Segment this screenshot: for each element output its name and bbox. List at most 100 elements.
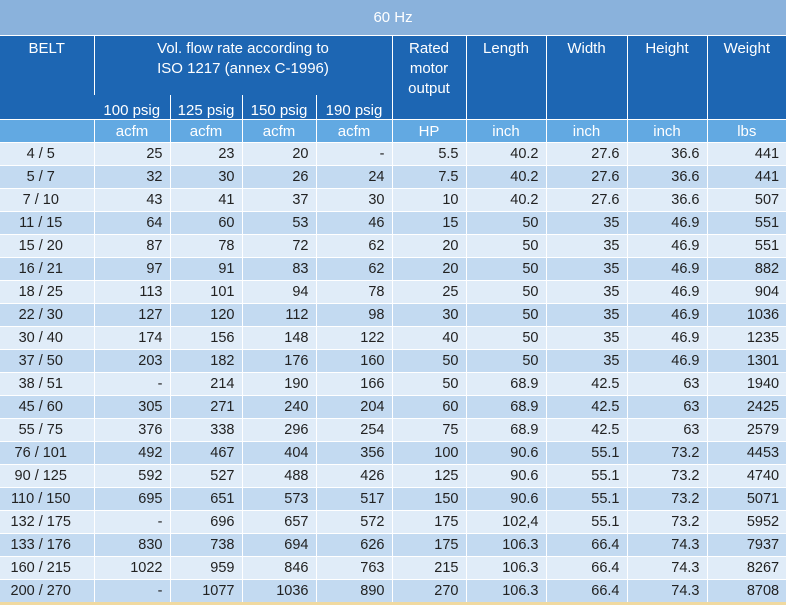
- value-cell: 50: [465, 303, 546, 327]
- value-cell: 64: [93, 211, 170, 235]
- value-cell: 23: [169, 142, 242, 166]
- value-cell: 5071: [706, 487, 786, 511]
- table-row: 22 / 30 127 120 112 98 30 50 35 46.9 1036: [0, 303, 786, 327]
- value-cell: 738: [169, 533, 242, 557]
- value-cell: 60: [391, 395, 466, 419]
- value-cell: 204: [315, 395, 392, 419]
- value-cell: 106.3: [465, 556, 546, 580]
- value-cell: 592: [93, 464, 170, 488]
- belt-cell: 22 / 30: [0, 303, 94, 327]
- value-cell: 101: [169, 280, 242, 304]
- value-cell: 78: [169, 234, 242, 258]
- value-cell: 55.1: [545, 487, 627, 511]
- value-cell: 41: [169, 188, 242, 212]
- value-cell: 695: [93, 487, 170, 511]
- value-cell: 83: [241, 257, 316, 281]
- value-cell: 20: [391, 257, 466, 281]
- value-cell: 296: [241, 418, 316, 442]
- value-cell: 882: [706, 257, 786, 281]
- value-cell: 215: [391, 556, 466, 580]
- value-cell: 40.2: [465, 165, 546, 189]
- value-cell: 25: [93, 142, 170, 166]
- value-cell: 1036: [706, 303, 786, 327]
- value-cell: 90.6: [465, 487, 546, 511]
- belt-cell: 15 / 20: [0, 234, 94, 258]
- value-cell: 305: [93, 395, 170, 419]
- value-cell: 35: [545, 234, 627, 258]
- value-cell: 8267: [706, 556, 786, 580]
- pressure-header-150: 150 psig: [241, 95, 316, 120]
- value-cell: 127: [93, 303, 170, 327]
- value-cell: 75: [391, 418, 466, 442]
- value-cell: 53: [241, 211, 316, 235]
- value-cell: 30: [391, 303, 466, 327]
- value-cell: 37: [241, 188, 316, 212]
- value-cell: 270: [391, 579, 466, 602]
- value-cell: 7937: [706, 533, 786, 557]
- value-cell: 50: [391, 349, 466, 373]
- table-row: 110 / 150 695 651 573 517 150 90.6 55.1 73.2 5071: [0, 487, 786, 511]
- value-cell: 74.3: [626, 533, 707, 557]
- value-cell: 271: [169, 395, 242, 419]
- value-cell: 7.5: [391, 165, 466, 189]
- unit-cell: inch: [626, 119, 707, 143]
- value-cell: 62: [315, 257, 392, 281]
- value-cell: 467: [169, 441, 242, 465]
- value-cell: 91: [169, 257, 242, 281]
- value-cell: 100: [391, 441, 466, 465]
- table-row: 11 / 15 64 60 53 46 15 50 35 46.9 551: [0, 211, 786, 235]
- table-row: 160 / 215 1022 959 846 763 215 106.3 66.4 74.3 82…: [0, 556, 786, 580]
- value-cell: 176: [241, 349, 316, 373]
- value-cell: 148: [241, 326, 316, 350]
- value-cell: 113: [93, 280, 170, 304]
- value-cell: 1077: [169, 579, 242, 602]
- value-cell: 527: [169, 464, 242, 488]
- value-cell: 63: [626, 418, 707, 442]
- belt-cell: 16 / 21: [0, 257, 94, 281]
- value-cell: 42.5: [545, 395, 627, 419]
- value-cell: 763: [315, 556, 392, 580]
- value-cell: 106.3: [465, 533, 546, 557]
- value-cell: 182: [169, 349, 242, 373]
- pressure-header-125: 125 psig: [169, 95, 242, 120]
- unit-cell: inch: [545, 119, 627, 143]
- value-cell: 150: [391, 487, 466, 511]
- value-cell: 68.9: [465, 395, 546, 419]
- value-cell: 27.6: [545, 142, 627, 166]
- value-cell: 50: [391, 372, 466, 396]
- value-cell: 166: [315, 372, 392, 396]
- belt-cell: 45 / 60: [0, 395, 94, 419]
- value-cell: 175: [391, 510, 466, 534]
- value-cell: 657: [241, 510, 316, 534]
- value-cell: 4740: [706, 464, 786, 488]
- table-row: 55 / 75 376 338 296 254 75 68.9 42.5 63 2579: [0, 418, 786, 442]
- rated-header-line1: Rated: [408, 40, 450, 57]
- value-cell: 94: [241, 280, 316, 304]
- value-cell: 626: [315, 533, 392, 557]
- value-cell: 2579: [706, 418, 786, 442]
- belt-cell: 110 / 150: [0, 487, 94, 511]
- value-cell: 68.9: [465, 418, 546, 442]
- value-cell: 959: [169, 556, 242, 580]
- value-cell: 90.6: [465, 464, 546, 488]
- value-cell: 72: [241, 234, 316, 258]
- value-cell: 551: [706, 234, 786, 258]
- value-cell: 2425: [706, 395, 786, 419]
- value-cell: 1022: [93, 556, 170, 580]
- value-cell: 46: [315, 211, 392, 235]
- belt-cell: 160 / 215: [0, 556, 94, 580]
- unit-cell: acfm: [93, 119, 170, 143]
- value-cell: 46.9: [626, 326, 707, 350]
- value-cell: 120: [169, 303, 242, 327]
- value-cell: 35: [545, 257, 627, 281]
- value-cell: 36.6: [626, 188, 707, 212]
- value-cell: 426: [315, 464, 392, 488]
- value-cell: 573: [241, 487, 316, 511]
- flow-header-line1: Vol. flow rate according to: [157, 40, 329, 57]
- value-cell: 1301: [706, 349, 786, 373]
- table-row: 5 / 7 32 30 26 24 7.5 40.2 27.6 36.6 441: [0, 165, 786, 189]
- value-cell: 890: [315, 579, 392, 602]
- value-cell: 27.6: [545, 188, 627, 212]
- table-row: 7 / 10 43 41 37 30 10 40.2 27.6 36.6 507: [0, 188, 786, 212]
